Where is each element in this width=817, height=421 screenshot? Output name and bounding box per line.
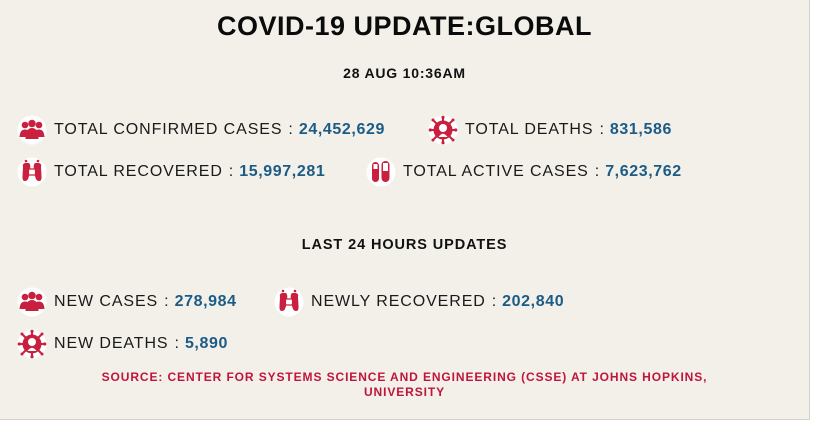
stat-label: NEW CASES [54,293,159,310]
stat-separator: : [491,293,497,310]
people-group-icon [17,287,47,317]
last-24-hours-heading: LAST 24 HOURS UPDATES [301,237,508,253]
test-tubes-icon [366,157,396,187]
stat-value: 202,840 [502,293,565,310]
source-line-1: SOURCE: CENTER FOR SYSTEMS SCIENCE AND E… [101,370,708,384]
source-attribution: SOURCE: CENTER FOR SYSTEMS SCIENCE AND E… [0,370,809,400]
stat-separator: : [228,163,234,180]
stat-separator: : [288,121,293,138]
stat-value: 5,890 [184,335,228,352]
stat-total-confirmed: TOTAL CONFIRMED CASES : 24,452,629 [17,115,385,145]
virus-face-icon [428,115,458,145]
stat-total-active: TOTAL ACTIVE CASES : 7,623,762 [366,157,682,187]
people-group-icon [17,115,47,145]
stat-value: 7,623,762 [605,163,682,180]
stat-separator: : [164,293,169,310]
stat-label: TOTAL CONFIRMED CASES [54,121,283,138]
stat-label: TOTAL DEATHS [465,121,594,138]
stat-separator: : [599,121,604,138]
source-line-2: UNIVERSITY [363,385,445,399]
footprints-icon [17,157,47,187]
stat-total-deaths: TOTAL DEATHS : 831,586 [428,115,672,145]
stat-label: TOTAL ACTIVE CASES [403,163,589,180]
stat-separator: : [594,163,600,180]
stat-total-recovered: TOTAL RECOVERED : 15,997,281 [17,157,325,187]
page-title: COVID-19 UPDATE:GLOBAL [216,11,592,41]
stat-value: 831,586 [609,121,672,138]
update-timestamp: 28 AUG 10:36AM [343,65,466,81]
stat-new-cases: NEW CASES : 278,984 [17,287,237,317]
stat-value: 24,452,629 [298,121,385,138]
virus-face-icon [17,329,47,359]
stat-separator: : [174,335,179,352]
stat-label: NEWLY RECOVERED [311,293,486,310]
stat-value: 15,997,281 [239,163,326,180]
stat-new-deaths: NEW DEATHS : 5,890 [17,329,228,359]
stat-label: NEW DEATHS [54,335,169,352]
footprints-icon [274,287,304,317]
stat-newly-recovered: NEWLY RECOVERED : 202,840 [274,287,564,317]
stat-value: 278,984 [174,293,237,310]
stat-label: TOTAL RECOVERED [54,163,223,180]
